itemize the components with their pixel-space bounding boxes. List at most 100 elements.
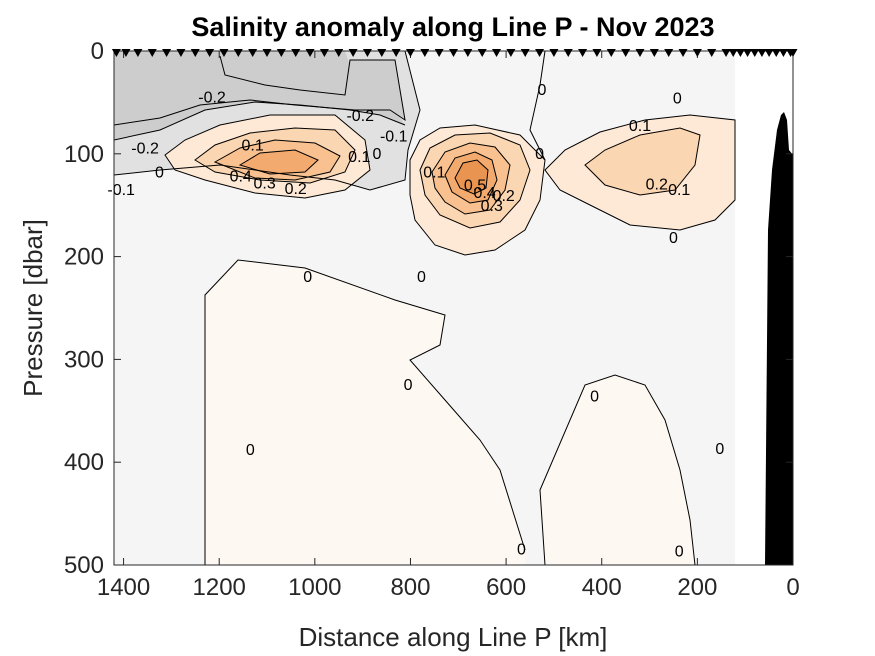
station-marker	[248, 49, 258, 57]
station-marker	[764, 49, 774, 57]
contour-label: 0.3	[481, 198, 503, 215]
x-tick-label: 1000	[288, 574, 341, 601]
station-marker	[757, 49, 767, 57]
station-marker	[405, 49, 415, 57]
contour-line-pos-02-right	[584, 127, 701, 196]
contour-label: 0	[675, 544, 684, 561]
contour-label: 0.2	[285, 181, 307, 198]
station-marker	[477, 49, 487, 57]
station-marker	[520, 49, 530, 57]
station-marker	[305, 49, 315, 57]
station-marker	[771, 49, 781, 57]
contour-line-neg-02	[114, 55, 406, 126]
contour-line-pos-02-center	[419, 132, 531, 229]
positive-strong-band	[240, 150, 497, 203]
contour-line-zero-deep-left	[204, 259, 526, 565]
contour-line-pos-01-center	[409, 124, 546, 256]
contour-line-pos-04-center	[444, 151, 498, 204]
x-tick-label: 600	[486, 574, 526, 601]
station-marker	[664, 49, 674, 57]
station-marker	[563, 49, 573, 57]
x-tick-label: 1200	[193, 574, 246, 601]
station-marker	[121, 49, 131, 57]
contour-lines-layer	[114, 51, 736, 565]
station-marker	[492, 49, 502, 57]
contour-label: 0.2	[646, 177, 668, 194]
contour-line-zero-upper	[114, 51, 421, 191]
station-marker	[649, 49, 659, 57]
station-marker	[778, 49, 788, 57]
contour-line-pos-03-left	[213, 139, 341, 181]
contour-label: 0.1	[242, 138, 264, 155]
station-marker	[319, 49, 329, 57]
station-marker	[635, 49, 645, 57]
contour-line-zero-deep-right	[539, 374, 696, 565]
contour-label: -0.2	[131, 141, 159, 158]
contour-label: -0.1	[380, 128, 408, 145]
station-marker	[721, 49, 731, 57]
x-tick-label: 0	[786, 574, 799, 601]
station-marker	[750, 49, 760, 57]
y-tick-label: 300	[64, 346, 104, 373]
contour-label: 0.4	[473, 185, 495, 202]
contour-label: -0.2	[198, 89, 226, 106]
contour-label: 0	[303, 269, 312, 286]
station-marker	[219, 49, 229, 57]
station-marker	[735, 49, 745, 57]
contour-line-pos-04-left	[238, 149, 319, 175]
contour-label: 0.1	[423, 164, 445, 181]
station-marker	[276, 49, 286, 57]
station-marker	[463, 49, 473, 57]
station-marker	[578, 49, 588, 57]
station-marker	[262, 49, 272, 57]
contour-fill-layer	[114, 51, 793, 565]
station-marker	[362, 49, 372, 57]
y-tick-label: 200	[64, 244, 104, 271]
station-marker	[391, 49, 401, 57]
x-axis-title: Distance along Line P [km]	[299, 622, 608, 652]
contour-line-pos-02-left	[194, 127, 356, 184]
station-marker	[707, 49, 717, 57]
station-markers	[111, 49, 798, 57]
station-marker	[133, 49, 143, 57]
station-marker	[434, 49, 444, 57]
station-marker	[190, 49, 200, 57]
y-tick-label: 400	[64, 449, 104, 476]
y-tick-label: 0	[91, 38, 104, 65]
contour-line-zero-top-right	[529, 51, 546, 161]
station-marker	[348, 49, 358, 57]
station-marker	[334, 49, 344, 57]
station-marker	[592, 49, 602, 57]
contour-label: 0.1	[668, 182, 690, 199]
station-marker	[606, 49, 616, 57]
contour-label: 0.5	[464, 178, 486, 195]
station-marker	[176, 49, 186, 57]
contour-label: 0	[715, 441, 724, 458]
contour-label: 0	[155, 164, 164, 181]
chart-title: Salinity anomaly along Line P - Nov 2023	[191, 12, 714, 42]
station-marker	[162, 49, 172, 57]
station-marker	[205, 49, 215, 57]
station-marker	[449, 49, 458, 57]
contour-label: 0.1	[348, 149, 370, 166]
contour-line-pos-01-left	[164, 114, 371, 199]
contour-line-pos-05-center	[454, 159, 489, 195]
station-marker	[233, 49, 243, 57]
station-marker	[535, 49, 545, 57]
contour-label: 0	[517, 542, 526, 559]
contour-label: 0	[373, 146, 382, 163]
station-marker	[147, 49, 157, 57]
contour-label: 0	[404, 377, 413, 394]
x-tick-label: 1400	[97, 574, 150, 601]
station-marker	[377, 49, 387, 57]
contour-label: -0.1	[107, 182, 135, 199]
station-marker	[743, 49, 753, 57]
contour-label: 0	[535, 146, 544, 163]
station-marker	[111, 49, 121, 57]
station-marker	[728, 49, 738, 57]
station-marker	[678, 49, 688, 57]
contour-label: 0.3	[253, 176, 275, 193]
contour-label: 0.4	[230, 168, 252, 185]
